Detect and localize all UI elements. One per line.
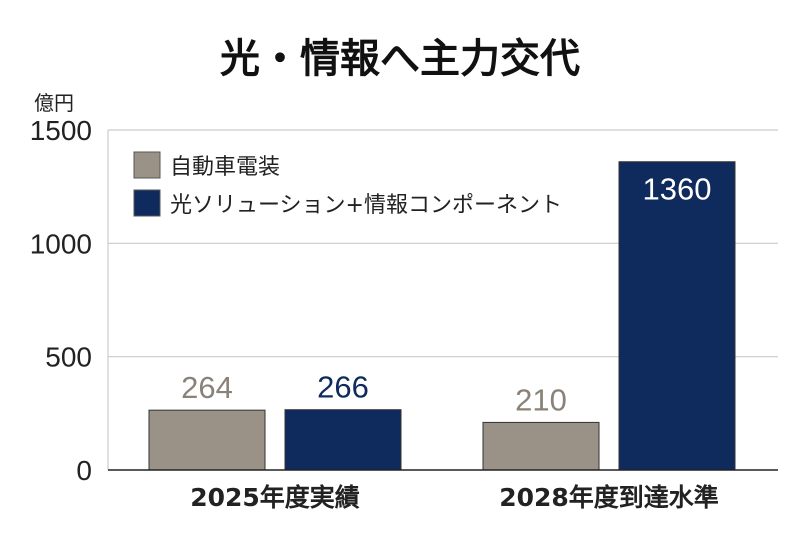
bar xyxy=(618,161,736,471)
y-tick-label: 0 xyxy=(76,455,92,486)
legend-swatch-optical-info xyxy=(133,189,161,217)
data-labels: 264 266 210 1360 xyxy=(181,172,711,418)
legend: 自動車電装 光ソリューション+情報コンポーネント xyxy=(133,151,562,218)
y-tick-label: 500 xyxy=(45,342,92,373)
y-axis-ticks: 0 500 1000 1500 xyxy=(30,115,92,486)
x-axis-categories: 2025年度実績 2028年度到達水準 xyxy=(190,483,719,512)
x-category-label: 2025年度実績 xyxy=(190,483,360,512)
bar-value-label: 266 xyxy=(317,370,369,405)
x-category-label: 2028年度到達水準 xyxy=(499,483,719,512)
legend-swatch-automotive xyxy=(133,151,161,179)
bar-value-label: 1360 xyxy=(643,172,712,207)
y-axis-unit-label: 億円 xyxy=(34,91,74,115)
bar xyxy=(148,409,266,471)
y-tick-label: 1500 xyxy=(30,115,92,146)
bar xyxy=(482,421,600,471)
legend-label-automotive: 自動車電装 xyxy=(170,155,280,180)
bar xyxy=(284,409,402,471)
legend-label-optical-info: 光ソリューション+情報コンポーネント xyxy=(170,193,562,218)
bar-value-label: 264 xyxy=(181,370,233,405)
chart-title: 光・情報へ主力交代 xyxy=(220,36,580,82)
y-tick-label: 1000 xyxy=(30,228,92,259)
bar-value-label: 210 xyxy=(515,382,567,417)
